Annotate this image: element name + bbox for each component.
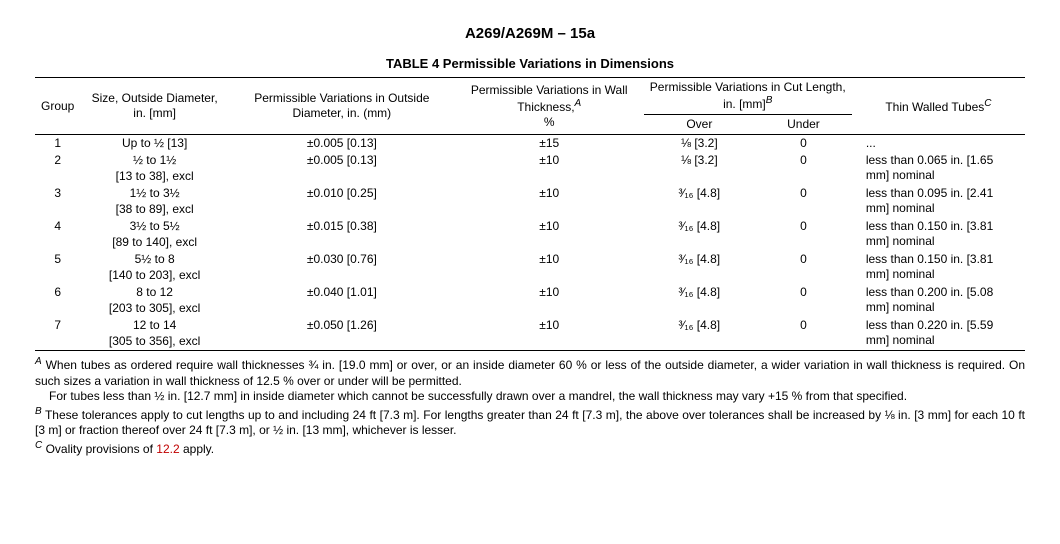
cell-over: ³⁄₁₆ [4.8] [644, 284, 755, 317]
cell-od: ±0.040 [1.01] [229, 284, 455, 317]
th-od: Permissible Variations in Outside Diamet… [229, 78, 455, 135]
cell-under: 0 [755, 218, 852, 251]
cell-wall: ±10 [455, 251, 644, 284]
cell-size-main: 8 to 12 [80, 284, 229, 301]
table-row: 43½ to 5½±0.015 [0.38]±10³⁄₁₆ [4.8]0less… [35, 218, 1025, 235]
cell-wall: ±10 [455, 185, 644, 218]
cell-under: 0 [755, 317, 852, 351]
table-title: TABLE 4 Permissible Variations in Dimens… [35, 56, 1025, 71]
footnote-c: C Ovality provisions of 12.2 apply. [35, 439, 1025, 458]
table-row: 31½ to 3½±0.010 [0.25]±10³⁄₁₆ [4.8]0less… [35, 185, 1025, 202]
cell-group: 6 [35, 284, 80, 317]
cell-under: 0 [755, 251, 852, 284]
cell-od: ±0.015 [0.38] [229, 218, 455, 251]
cell-over: ³⁄₁₆ [4.8] [644, 251, 755, 284]
th-size: Size, Outside Diameter, in. [mm] [80, 78, 229, 135]
cell-wall: ±10 [455, 284, 644, 317]
cell-size-main: ½ to 1½ [80, 152, 229, 169]
cell-thin: ... [852, 135, 1025, 153]
footnote-b: B These tolerances apply to cut lengths … [35, 405, 1025, 439]
table-row: 712 to 14±0.050 [1.26]±10³⁄₁₆ [4.8]0less… [35, 317, 1025, 334]
table-row: 55½ to 8±0.030 [0.76]±10³⁄₁₆ [4.8]0less … [35, 251, 1025, 268]
cell-od: ±0.005 [0.13] [229, 135, 455, 153]
cell-over: ³⁄₁₆ [4.8] [644, 317, 755, 351]
doc-title: A269/A269M – 15a [35, 25, 1025, 42]
table-row: 2½ to 1½±0.005 [0.13]±10⅛ [3.2]0less tha… [35, 152, 1025, 169]
cell-thin: less than 0.150 in. [3.81 mm] nominal [852, 251, 1025, 284]
th-wall: Permissible Variations in Wall Thickness… [455, 78, 644, 135]
cell-od: ±0.010 [0.25] [229, 185, 455, 218]
cell-wall: ±10 [455, 317, 644, 351]
cell-thin: less than 0.200 in. [5.08 mm] nominal [852, 284, 1025, 317]
cell-group: 4 [35, 218, 80, 251]
table-row: 1Up to ½ [13]±0.005 [0.13]±15⅛ [3.2]0... [35, 135, 1025, 153]
footnote-a-cont: For tubes less than ½ in. [12.7 mm] in i… [35, 389, 1025, 405]
cell-size-sub: [203 to 305], excl [80, 301, 229, 317]
table-body: 1Up to ½ [13]±0.005 [0.13]±15⅛ [3.2]0...… [35, 135, 1025, 351]
footnotes: A When tubes as ordered require wall thi… [35, 355, 1025, 458]
cell-wall: ±10 [455, 218, 644, 251]
cell-over: ³⁄₁₆ [4.8] [644, 218, 755, 251]
cell-od: ±0.050 [1.26] [229, 317, 455, 351]
th-group: Group [35, 78, 80, 135]
cell-group: 5 [35, 251, 80, 284]
cell-under: 0 [755, 284, 852, 317]
cell-size-sub: [89 to 140], excl [80, 235, 229, 251]
cell-group: 1 [35, 135, 80, 153]
cell-od: ±0.005 [0.13] [229, 152, 455, 185]
th-under: Under [755, 115, 852, 135]
cell-wall: ±10 [455, 152, 644, 185]
cell-size-main: 5½ to 8 [80, 251, 229, 268]
cell-wall: ±15 [455, 135, 644, 153]
cell-size-sub: [13 to 38], excl [80, 169, 229, 185]
cell-group: 7 [35, 317, 80, 351]
cell-thin: less than 0.220 in. [5.59 mm] nominal [852, 317, 1025, 351]
th-cut: Permissible Variations in Cut Length, in… [644, 78, 852, 115]
dimensions-table: Group Size, Outside Diameter, in. [mm] P… [35, 77, 1025, 351]
cell-thin: less than 0.065 in. [1.65 mm] nominal [852, 152, 1025, 185]
cell-size-sub: [305 to 356], excl [80, 334, 229, 351]
cell-thin: less than 0.095 in. [2.41 mm] nominal [852, 185, 1025, 218]
cell-thin: less than 0.150 in. [3.81 mm] nominal [852, 218, 1025, 251]
cell-size-main: 12 to 14 [80, 317, 229, 334]
cell-under: 0 [755, 135, 852, 153]
cell-over: ⅛ [3.2] [644, 152, 755, 185]
footnote-a: A When tubes as ordered require wall thi… [35, 355, 1025, 389]
th-thin: Thin Walled TubesC [852, 78, 1025, 135]
cell-under: 0 [755, 185, 852, 218]
cell-group: 3 [35, 185, 80, 218]
cell-size-sub: [38 to 89], excl [80, 202, 229, 218]
cell-size-main: Up to ½ [13] [80, 135, 229, 153]
cell-group: 2 [35, 152, 80, 185]
cell-over: ⅛ [3.2] [644, 135, 755, 153]
cell-over: ³⁄₁₆ [4.8] [644, 185, 755, 218]
cell-od: ±0.030 [0.76] [229, 251, 455, 284]
cell-size-main: 1½ to 3½ [80, 185, 229, 202]
table-row: 68 to 12±0.040 [1.01]±10³⁄₁₆ [4.8]0less … [35, 284, 1025, 301]
th-over: Over [644, 115, 755, 135]
cell-size-main: 3½ to 5½ [80, 218, 229, 235]
cell-under: 0 [755, 152, 852, 185]
cell-size-sub: [140 to 203], excl [80, 268, 229, 284]
